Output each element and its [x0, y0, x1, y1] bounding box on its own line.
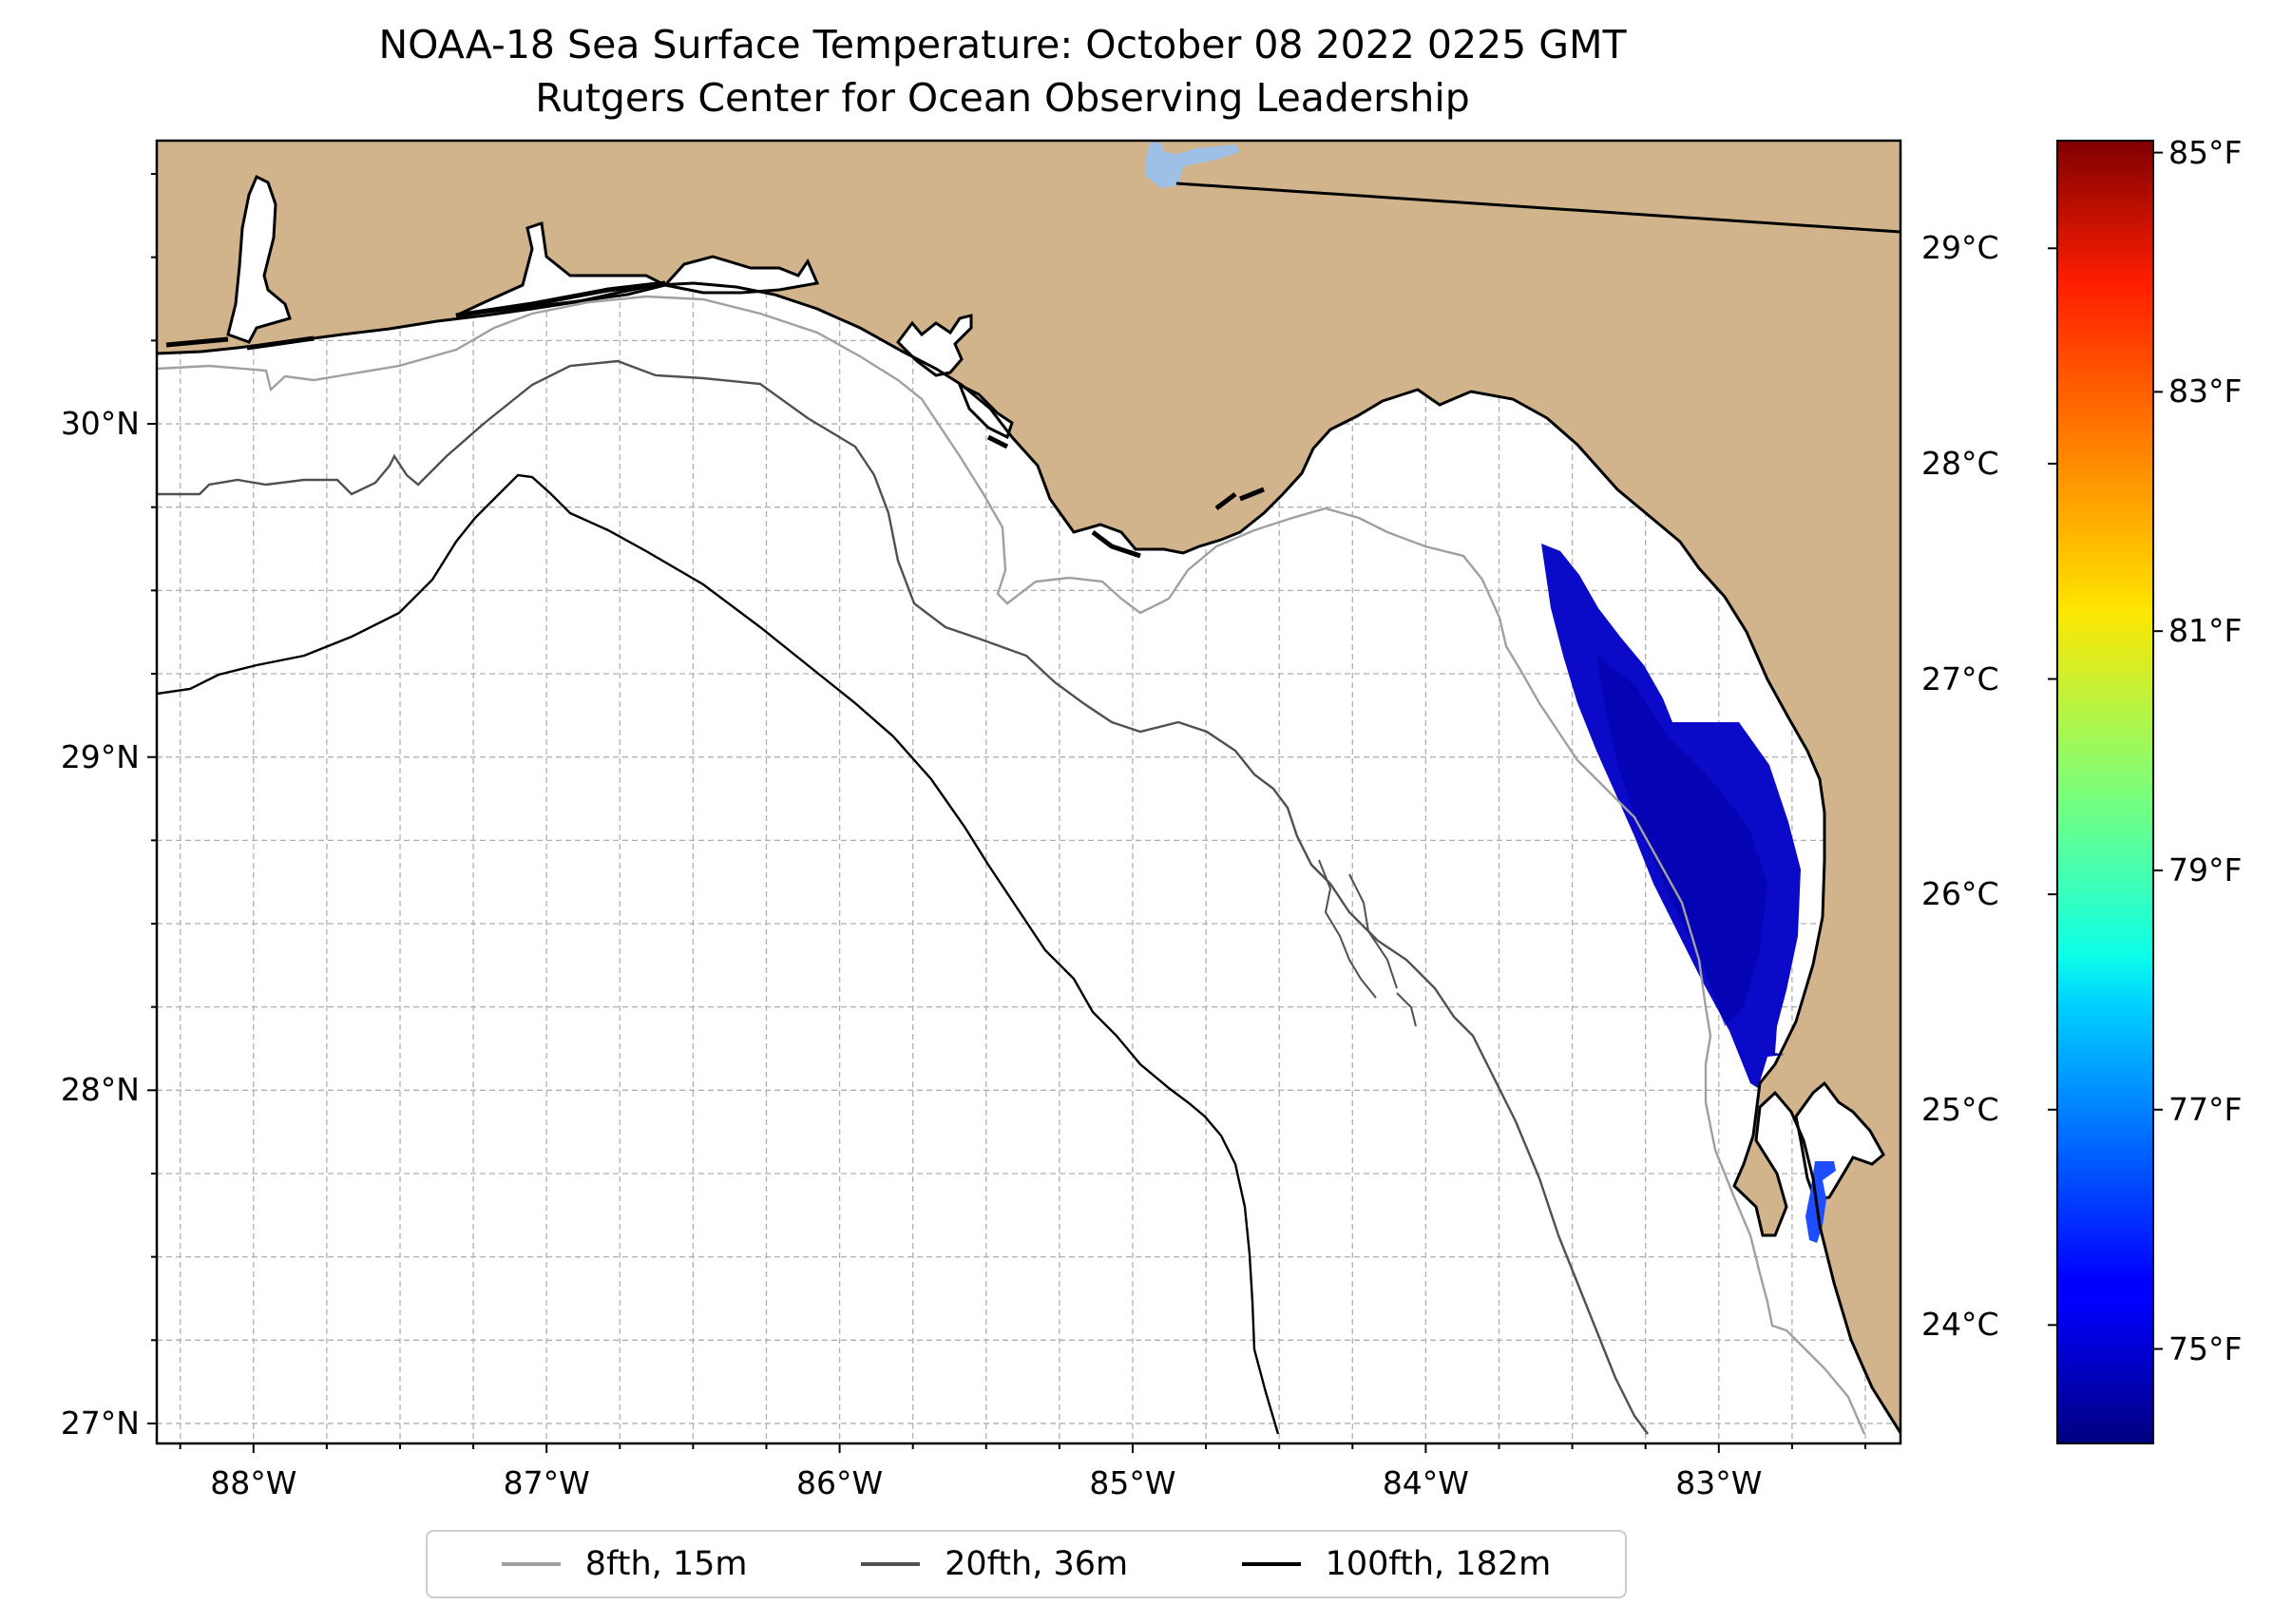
- lon-label: 85°W: [1089, 1464, 1176, 1501]
- legend-swatch-100fth: [1241, 1562, 1301, 1566]
- contour-100fth: [157, 473, 1280, 1435]
- lon-label: 88°W: [210, 1464, 297, 1501]
- map-frame: [155, 139, 1902, 1445]
- bay-stjoe: [896, 314, 973, 377]
- legend-item-100fth: 100fth, 182m: [1241, 1545, 1552, 1583]
- state-border: [1175, 182, 1900, 234]
- legend-item-8fth: 8fth, 15m: [501, 1545, 748, 1583]
- contour-20fth: [157, 359, 1649, 1435]
- celsius-label: 29°C: [1921, 229, 1999, 267]
- lon-label: 83°W: [1675, 1464, 1763, 1501]
- map-tick-marks: [147, 173, 1866, 1453]
- legend: 8fth, 15m 20fth, 36m 100fth, 182m: [426, 1530, 1627, 1598]
- fahrenheit-label: 83°F: [2168, 373, 2243, 411]
- bay-apalachee-inlet: [957, 381, 1014, 440]
- coastline: [157, 281, 1900, 1434]
- title-line-1: NOAA-18 Sea Surface Temperature: October…: [378, 22, 1627, 67]
- lon-label: 86°W: [796, 1464, 884, 1501]
- colorbar: [2056, 140, 2154, 1444]
- legend-item-20fth: 20fth, 36m: [861, 1545, 1128, 1583]
- contour-20fth-islands: [1318, 859, 1417, 1027]
- legend-label-20fth: 20fth, 36m: [945, 1545, 1129, 1583]
- contour-8fth: [157, 295, 1866, 1435]
- lon-label: 87°W: [503, 1464, 590, 1501]
- celsius-label: 25°C: [1921, 1090, 1999, 1128]
- fahrenheit-label: 79°F: [2168, 850, 2243, 888]
- land-area: [157, 141, 1900, 1433]
- celsius-label: 27°C: [1921, 659, 1999, 697]
- lat-label: 27°N: [60, 1404, 140, 1442]
- celsius-label: 26°C: [1921, 875, 1999, 913]
- map-gridlines: [157, 141, 1900, 1443]
- legend-swatch-20fth: [861, 1562, 921, 1566]
- bay-pensacola: [226, 174, 292, 344]
- lon-label: 84°W: [1382, 1464, 1469, 1501]
- lake: [1145, 143, 1240, 188]
- fahrenheit-label: 75°F: [2168, 1329, 2243, 1367]
- fahrenheit-label: 85°F: [2168, 133, 2243, 171]
- map-panel: [157, 141, 1900, 1443]
- legend-swatch-8fth: [501, 1562, 561, 1566]
- colorbar-tick-marks: [2048, 151, 2163, 1350]
- celsius-label: 28°C: [1921, 444, 1999, 482]
- lat-label: 28°N: [60, 1071, 140, 1109]
- lat-label: 30°N: [60, 405, 140, 443]
- lat-label: 29°N: [60, 737, 140, 775]
- legend-label-100fth: 100fth, 182m: [1325, 1545, 1552, 1583]
- legend-label-8fth: 8fth, 15m: [584, 1545, 748, 1583]
- celsius-label: 24°C: [1921, 1306, 1999, 1344]
- fahrenheit-label: 77°F: [2168, 1090, 2243, 1128]
- fahrenheit-label: 81°F: [2168, 612, 2243, 650]
- title-line-2: Rutgers Center for Ocean Observing Leade…: [535, 75, 1470, 121]
- sst-swath-inner: [1596, 656, 1767, 1026]
